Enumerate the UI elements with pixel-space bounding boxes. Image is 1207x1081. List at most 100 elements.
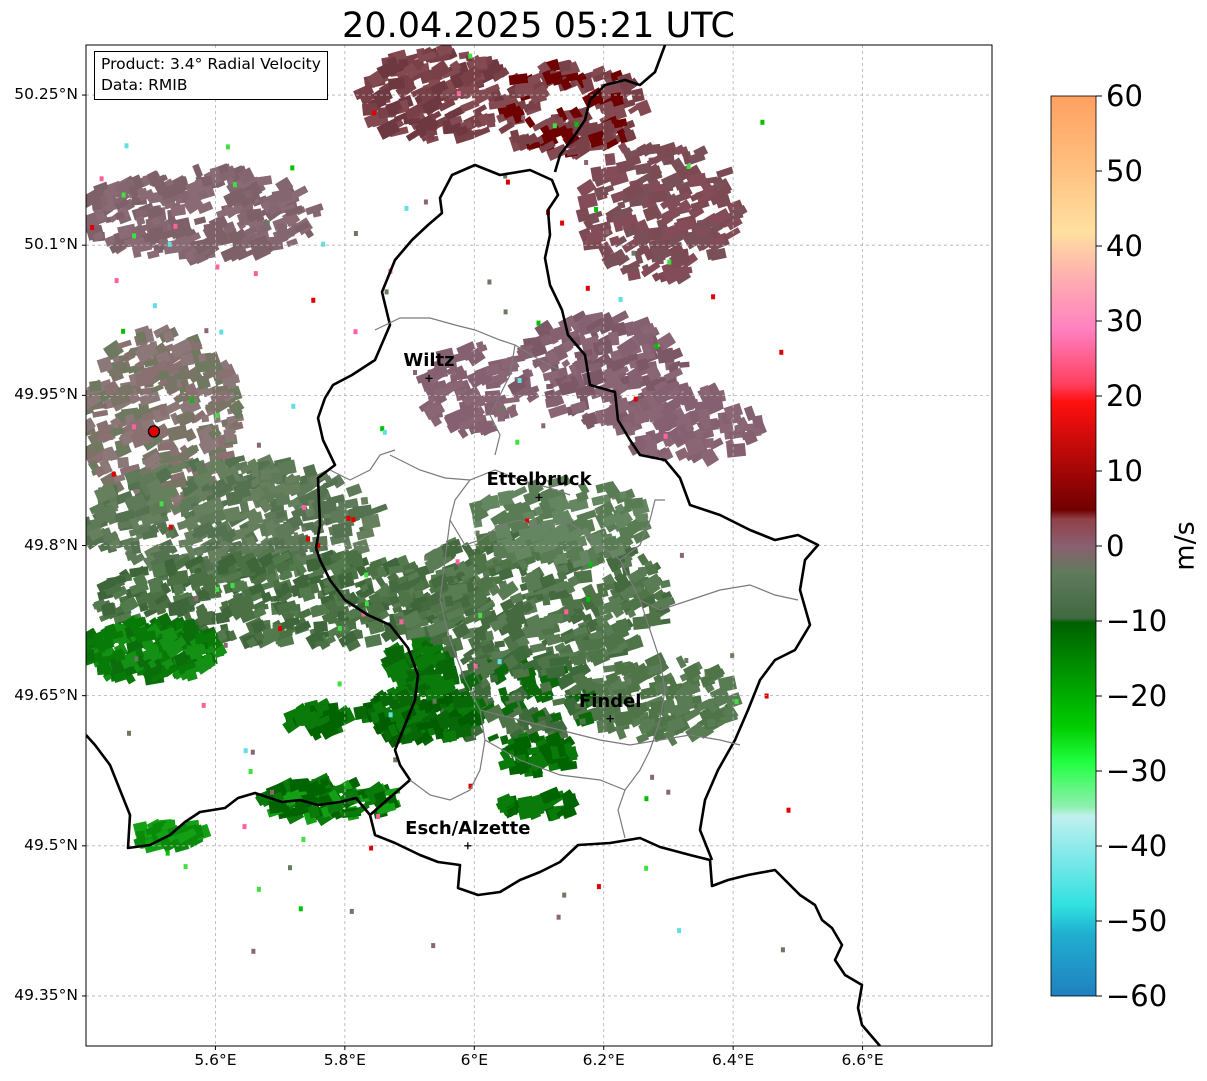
velocity-echo <box>643 433 656 448</box>
velocity-echo <box>268 204 281 216</box>
velocity-echo <box>325 493 346 506</box>
velocity-speckle <box>248 769 253 774</box>
velocity-echo <box>665 397 682 413</box>
velocity-echo <box>667 242 686 260</box>
velocity-echo <box>414 117 438 139</box>
city-label: Wiltz <box>403 350 455 372</box>
velocity-speckle <box>165 850 170 856</box>
velocity-echo <box>114 490 134 505</box>
velocity-echo <box>233 461 249 472</box>
velocity-echo <box>566 148 579 157</box>
velocity-echo <box>466 414 487 426</box>
velocity-echo <box>186 444 200 455</box>
velocity-echo <box>619 601 634 611</box>
velocity-echo <box>410 86 428 98</box>
velocity-echo <box>640 261 661 278</box>
velocity-speckle <box>346 515 351 521</box>
velocity-echo <box>485 115 496 128</box>
velocity-echo <box>647 408 664 423</box>
velocity-echo <box>203 614 213 625</box>
velocity-echo <box>257 552 276 569</box>
velocity-echo <box>234 410 243 419</box>
velocity-echo <box>356 528 375 541</box>
velocity-echo <box>106 197 116 206</box>
velocity-echo <box>117 520 131 530</box>
velocity-echo <box>323 475 333 484</box>
velocity-speckle <box>497 659 502 665</box>
velocity-echo <box>275 176 294 195</box>
velocity-echo <box>154 652 163 660</box>
velocity-echo <box>484 402 496 416</box>
velocity-speckle <box>353 231 358 236</box>
city-label: Findel <box>578 690 642 712</box>
velocity-echo <box>430 110 442 121</box>
velocity-echo <box>581 77 595 93</box>
velocity-speckle <box>468 53 473 59</box>
velocity-echo <box>674 144 686 156</box>
velocity-echo <box>408 117 421 126</box>
velocity-echo <box>454 365 467 380</box>
velocity-echo <box>286 238 299 248</box>
velocity-speckle <box>574 121 579 127</box>
velocity-echo <box>556 106 568 122</box>
velocity-echo <box>730 410 742 424</box>
velocity-echo <box>621 236 642 254</box>
velocity-echo <box>457 427 469 439</box>
velocity-speckle <box>730 653 735 659</box>
velocity-speckle <box>168 524 173 530</box>
product-label: Product: 3.4° Radial Velocity <box>101 55 321 73</box>
velocity-echo <box>497 411 506 422</box>
velocity-speckle <box>364 572 369 578</box>
velocity-echo <box>487 733 500 743</box>
velocity-echo <box>466 368 486 383</box>
velocity-echo <box>715 194 732 209</box>
velocity-echo <box>174 235 191 252</box>
velocity-echo <box>630 87 645 103</box>
velocity-echo <box>144 544 162 559</box>
colorbar-tick-label: −20 <box>1106 679 1168 713</box>
colorbar-tick-label: −50 <box>1106 904 1168 938</box>
velocity-echo <box>431 59 451 80</box>
velocity-speckle <box>372 110 377 116</box>
velocity-speckle <box>194 596 199 602</box>
velocity-echo <box>726 442 747 458</box>
velocity-echo <box>611 358 629 366</box>
velocity-echo <box>708 217 724 233</box>
velocity-speckle <box>384 289 389 295</box>
velocity-echo <box>109 239 127 254</box>
velocity-echo <box>700 184 717 201</box>
velocity-echo <box>705 248 717 261</box>
velocity-echo <box>201 175 213 187</box>
velocity-speckle <box>666 789 671 795</box>
velocity-echo <box>683 418 693 433</box>
velocity-echo <box>233 482 252 500</box>
velocity-echo <box>531 344 548 358</box>
velocity-echo <box>160 582 172 595</box>
velocity-speckle <box>560 220 565 226</box>
velocity-echo <box>95 211 107 223</box>
velocity-echo <box>239 498 250 514</box>
velocity-speckle <box>399 619 404 625</box>
velocity-echo <box>193 521 215 539</box>
velocity-speckle <box>102 403 107 409</box>
velocity-echo <box>679 220 695 231</box>
velocity-echo <box>111 585 129 600</box>
velocity-speckle <box>679 552 684 558</box>
velocity-echo <box>627 371 644 386</box>
velocity-echo <box>146 205 162 219</box>
velocity-echo <box>547 404 569 419</box>
velocity-speckle <box>288 865 292 871</box>
velocity-echo <box>688 151 706 165</box>
velocity-echo <box>367 70 385 88</box>
velocity-echo <box>230 527 251 541</box>
velocity-echo <box>184 543 197 558</box>
velocity-echo <box>158 539 176 556</box>
velocity-echo <box>246 636 258 649</box>
velocity-echo <box>658 239 671 250</box>
velocity-echo <box>132 565 146 577</box>
velocity-echo <box>475 341 486 353</box>
velocity-echo <box>455 125 469 137</box>
velocity-speckle <box>223 642 228 648</box>
colorbar-tick-label: −10 <box>1106 604 1168 638</box>
